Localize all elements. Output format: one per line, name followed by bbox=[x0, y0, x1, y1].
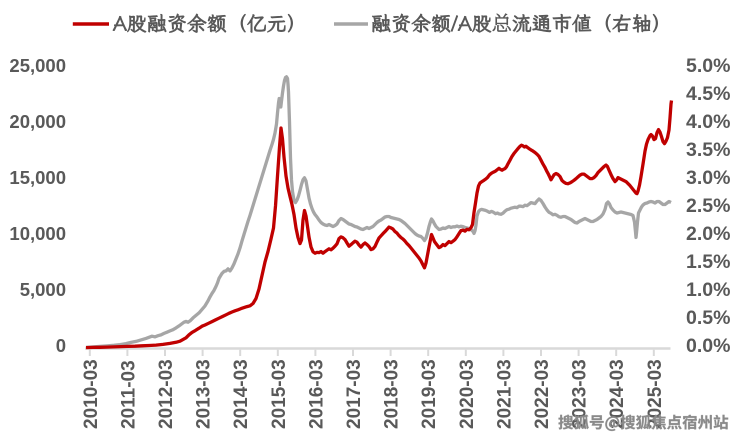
svg-text:1.5%: 1.5% bbox=[686, 251, 730, 273]
svg-text:2024-03: 2024-03 bbox=[607, 359, 628, 429]
svg-text:2011-03: 2011-03 bbox=[118, 360, 139, 429]
svg-text:0.5%: 0.5% bbox=[686, 307, 730, 329]
svg-text:0: 0 bbox=[56, 335, 66, 356]
svg-text:2017-03: 2017-03 bbox=[344, 359, 365, 429]
svg-text:2023-03: 2023-03 bbox=[570, 359, 591, 429]
svg-text:2018-03: 2018-03 bbox=[382, 359, 403, 429]
svg-text:3.0%: 3.0% bbox=[686, 167, 730, 189]
svg-text:15,000: 15,000 bbox=[9, 167, 66, 188]
svg-text:2015-03: 2015-03 bbox=[269, 359, 290, 429]
svg-text:2021-03: 2021-03 bbox=[494, 359, 515, 429]
svg-text:1.0%: 1.0% bbox=[686, 279, 730, 301]
svg-text:2013-03: 2013-03 bbox=[194, 359, 215, 429]
svg-text:2012-03: 2012-03 bbox=[156, 359, 177, 429]
svg-text:20,000: 20,000 bbox=[9, 111, 66, 132]
svg-text:25,000: 25,000 bbox=[9, 55, 66, 76]
svg-text:10,000: 10,000 bbox=[9, 223, 66, 244]
svg-text:2019-03: 2019-03 bbox=[419, 359, 440, 429]
svg-text:3.5%: 3.5% bbox=[686, 139, 730, 161]
svg-text:2.0%: 2.0% bbox=[686, 223, 730, 245]
svg-text:5.0%: 5.0% bbox=[686, 55, 730, 77]
svg-text:2016-03: 2016-03 bbox=[306, 359, 327, 429]
svg-text:2025-03: 2025-03 bbox=[645, 359, 666, 429]
svg-text:2020-03: 2020-03 bbox=[457, 359, 478, 429]
svg-text:2.5%: 2.5% bbox=[686, 195, 730, 217]
svg-text:2022-03: 2022-03 bbox=[532, 359, 553, 429]
svg-text:2010-03: 2010-03 bbox=[81, 359, 102, 429]
svg-text:5,000: 5,000 bbox=[20, 279, 66, 300]
svg-text:2014-03: 2014-03 bbox=[231, 359, 252, 429]
svg-text:0.0%: 0.0% bbox=[686, 335, 730, 357]
svg-text:4.0%: 4.0% bbox=[686, 111, 730, 133]
svg-text:4.5%: 4.5% bbox=[686, 83, 730, 105]
